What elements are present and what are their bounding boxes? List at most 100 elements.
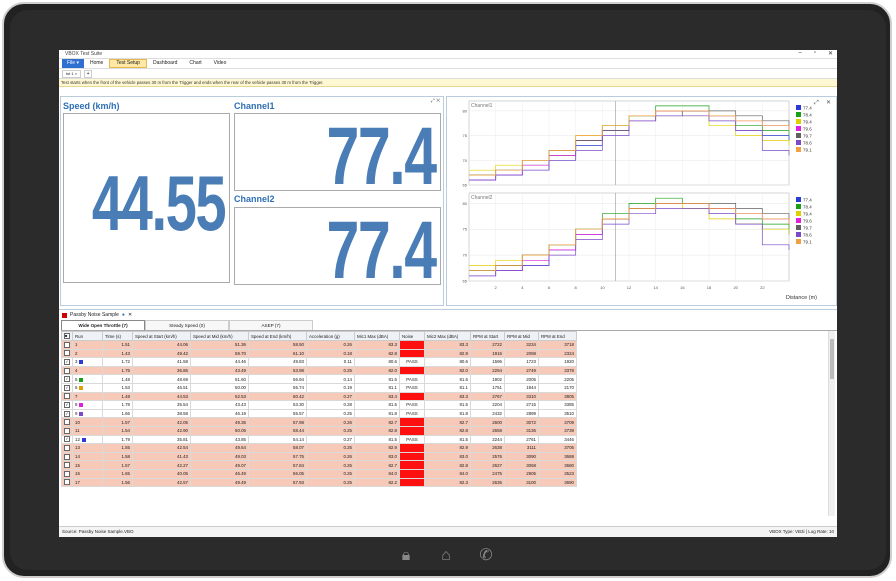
table-row[interactable]: 2 1.43 49.42 59.70 61.10 0.18 82.8 FAIL 82.9 1916…: [61, 348, 577, 359]
row-checkbox[interactable]: [64, 393, 70, 400]
column-header[interactable]: RPM at Start: [470, 331, 505, 341]
table-row[interactable]: 17 1.56 42.57 49.49 57.93 0.25 82.2 FAIL 82.3 263…: [61, 477, 577, 488]
legend-swatch[interactable]: [796, 119, 801, 124]
scrollbar-thumb[interactable]: [830, 339, 834, 379]
row-checkbox-cell[interactable]: [61, 348, 73, 359]
row-checkbox-cell[interactable]: ✓: [61, 382, 73, 393]
table-row[interactable]: ✓ 5 1.48 48.69 51.60 56.94 0.14 81.5 PASS 81.6 190…: [61, 374, 577, 384]
row-checkbox-cell[interactable]: ✓: [61, 357, 73, 367]
info-icon[interactable]: ●: [121, 312, 125, 318]
legend-swatch[interactable]: [796, 218, 801, 223]
distance-chart[interactable]: ⤢ ✕ Channel1 65 70 75 80 77.4 78.4 79.4 79.6 79.7 78…: [447, 97, 836, 305]
table-row[interactable]: 15 1.57 42.27 49.07 57.84 0.25 82.7 FAIL 82.8 262…: [61, 460, 577, 470]
table-row[interactable]: ✓ 9 1.66 38.58 46.19 55.57 0.25 81.8 PASS 81.8 243…: [61, 408, 577, 419]
table-row[interactable]: 13 1.55 42.54 49.64 58.07 0.25 82.9 FAIL 82.9 263…: [61, 443, 577, 453]
table-row[interactable]: ✓ 6 1.53 46.51 50.00 55.74 0.19 81.1 PASS 81.1 175…: [61, 382, 577, 393]
close-chart-icon[interactable]: ✕: [826, 100, 831, 106]
legend-swatch[interactable]: [796, 211, 801, 216]
legend-swatch[interactable]: [796, 105, 801, 110]
legend-swatch[interactable]: [796, 140, 801, 145]
row-checkbox-cell[interactable]: [61, 391, 73, 402]
legend-swatch[interactable]: [796, 204, 801, 209]
legend-swatch[interactable]: [796, 239, 801, 244]
row-checkbox-cell[interactable]: [61, 425, 73, 436]
table-row[interactable]: 7 1.48 44.53 52.53 60.42 0.27 83.4 FAIL 83.3 2767…: [61, 391, 577, 402]
column-header[interactable]: Run: [72, 331, 103, 341]
row-checkbox[interactable]: ✓: [64, 436, 70, 443]
doc-tab-close-icon[interactable]: ×: [74, 70, 78, 76]
legend-swatch[interactable]: [796, 147, 801, 152]
column-header[interactable]: Noise: [399, 331, 425, 341]
row-checkbox-cell[interactable]: [61, 365, 73, 376]
legend-swatch[interactable]: [796, 112, 801, 117]
table-row[interactable]: 11 1.54 42.90 50.05 58.44 0.25 82.8 FAIL 82.8 265…: [61, 425, 577, 436]
row-checkbox[interactable]: [64, 479, 70, 486]
menu-video[interactable]: Video: [213, 60, 227, 66]
row-checkbox[interactable]: [64, 350, 70, 357]
expand-chart-icon[interactable]: ⤢: [814, 99, 819, 106]
row-checkbox-cell[interactable]: ✓: [61, 434, 73, 445]
column-header[interactable]: Speed at End (km/h): [248, 331, 307, 341]
add-tab-button[interactable]: +: [84, 69, 93, 78]
row-checkbox[interactable]: [64, 427, 70, 434]
column-header[interactable]: Time (s): [102, 331, 133, 341]
column-header[interactable]: Speed at Start (km/h): [132, 331, 191, 341]
table-row[interactable]: 14 1.58 41.43 49.03 57.75 0.26 83.0 FAIL 83.0 257…: [61, 451, 577, 462]
lock-icon[interactable]: 🔒︎: [401, 547, 411, 564]
row-checkbox[interactable]: ✓: [64, 410, 70, 417]
table-row[interactable]: ✓ 3 1.72 41.58 44.46 49.83 0.11 80.6 PASS 80.6 159…: [61, 357, 577, 367]
maximize-icon[interactable]: ▫: [813, 50, 816, 56]
row-checkbox[interactable]: [64, 453, 70, 460]
legend-swatch[interactable]: [796, 232, 801, 237]
row-checkbox-cell[interactable]: [61, 451, 73, 462]
legend-swatch[interactable]: [796, 225, 801, 230]
menu-chart[interactable]: Chart: [189, 60, 202, 66]
select-all-checkbox[interactable]: ■: [64, 333, 70, 339]
row-checkbox[interactable]: [64, 444, 70, 451]
phone-icon[interactable]: ✆: [479, 547, 493, 564]
minimize-icon[interactable]: –: [798, 50, 802, 56]
close-results-icon[interactable]: ✕: [127, 312, 133, 318]
legend-swatch[interactable]: [796, 197, 801, 202]
row-checkbox-cell[interactable]: ✓: [61, 408, 73, 419]
row-checkbox-cell[interactable]: [61, 340, 73, 350]
legend-swatch[interactable]: [796, 126, 801, 131]
row-checkbox[interactable]: ✓: [64, 358, 70, 365]
table-row[interactable]: 1 1.51 44.06 51.36 58.50 0.26 83.3 FAIL 83.3 2722…: [61, 340, 577, 350]
legend-swatch[interactable]: [796, 133, 801, 138]
column-header[interactable]: Acceleration (g): [306, 331, 355, 341]
column-header[interactable]: Mic2 Max (dBA): [424, 331, 471, 341]
row-checkbox[interactable]: [64, 462, 70, 469]
row-checkbox-cell[interactable]: [61, 477, 73, 488]
row-checkbox-cell[interactable]: [61, 443, 73, 453]
file-menu[interactable]: File ▾: [62, 59, 84, 68]
table-row[interactable]: ✓ 12 1.79 35.81 43.85 54.14 0.27 81.5 PASS 81.5 22…: [61, 434, 577, 445]
close-panel-icon[interactable]: ✕: [436, 98, 440, 104]
row-checkbox[interactable]: [64, 470, 70, 477]
row-checkbox-cell[interactable]: ✓: [61, 400, 73, 410]
menu-test-setup[interactable]: Test Setup: [109, 59, 147, 68]
tab-wide-open-throttle[interactable]: Wide Open Throttle (7): [61, 320, 145, 330]
menu-home[interactable]: Home: [89, 60, 104, 66]
column-header[interactable]: RPM at Mid: [504, 331, 539, 341]
expand-icon[interactable]: ⤢: [430, 98, 435, 104]
row-checkbox-cell[interactable]: [61, 460, 73, 470]
tab-asep[interactable]: ASEP (7): [229, 320, 313, 330]
table-row[interactable]: 4 1.75 36.86 43.49 53.98 0.25 82.0 FAIL 82.0 2294…: [61, 365, 577, 376]
menu-dashboard[interactable]: Dashboard: [152, 60, 178, 66]
close-icon[interactable]: ✕: [827, 51, 833, 57]
row-checkbox-cell[interactable]: ✓: [61, 374, 73, 384]
column-header[interactable]: Mic1 Max (dBA): [354, 331, 400, 341]
table-row[interactable]: ✓ 8 1.78 35.54 43.43 53.30 0.28 81.5 PASS 81.5 220…: [61, 400, 577, 410]
row-checkbox[interactable]: [64, 341, 70, 348]
row-checkbox[interactable]: ✓: [64, 401, 70, 408]
row-checkbox[interactable]: ✓: [64, 384, 70, 391]
row-checkbox[interactable]: [64, 367, 70, 374]
doc-tab-tst1[interactable]: tst 1 ×: [62, 69, 82, 78]
table-scrollbar[interactable]: [828, 331, 835, 516]
home-icon[interactable]: ⌂: [441, 547, 451, 564]
row-checkbox-cell[interactable]: [61, 468, 73, 479]
tab-steady-speed[interactable]: Steady Speed (0): [145, 320, 229, 330]
row-checkbox-cell[interactable]: [61, 417, 73, 427]
row-checkbox[interactable]: ✓: [64, 376, 70, 383]
